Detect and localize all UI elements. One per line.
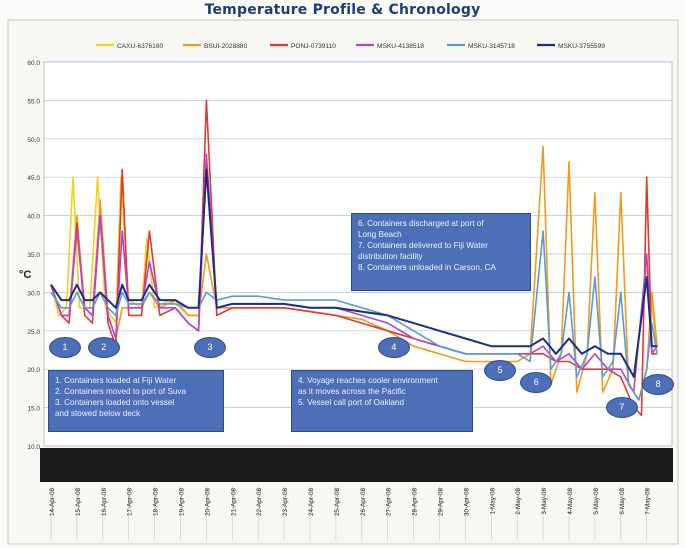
y-tick-label: 35.0 (27, 252, 40, 259)
x-tick-label: 2-May-08 (515, 488, 522, 515)
annotation-box-4-5: 4. Voyage reaches cooler environment as … (291, 370, 473, 432)
x-tick-labels: 14-Apr-08 15-Apr-08 16-Apr-08 17-Apr-08 18-A… (49, 486, 652, 541)
series-line-PONJ-0739110 (50, 99, 658, 417)
x-tick-label: 23-Apr-08 (282, 488, 289, 516)
y-axis-label: °C (19, 269, 31, 281)
event-marker-2: 2 (87, 336, 120, 358)
x-tick-label: 14-Apr-08 (49, 488, 56, 516)
event-marker-4: 4 (377, 336, 410, 358)
y-tick-label: 40.0 (27, 214, 40, 221)
series-line-MSKU-3145718 (50, 230, 658, 401)
x-tick-label: 30-Apr-08 (463, 488, 470, 516)
annotation-line: distribution facility (358, 252, 423, 261)
x-tick-label: 1-May-08 (489, 488, 496, 515)
dark-band (40, 448, 673, 482)
y-tick-label: 25.0 (27, 329, 40, 336)
event-marker-6: 6 (520, 372, 553, 393)
legend-label: BSUI-2028880 (204, 43, 248, 50)
x-tick-label: 19-Apr-08 (179, 488, 186, 516)
annotation-line: 6. Containers discharged at port of (358, 219, 484, 228)
x-tick-label: 4-May-08 (567, 488, 574, 515)
x-tick-label: 27-Apr-08 (386, 488, 393, 516)
annotation-line: 3. Containers loaded onto vessel (55, 398, 175, 407)
y-tick-label: 45.0 (27, 175, 40, 182)
annotation-box-1-3: 1. Containers loaded at Fiji Water 2. Con… (48, 370, 224, 432)
event-marker-3: 3 (194, 336, 226, 358)
x-tick-label: 5-May-08 (593, 488, 600, 515)
x-tick-label: 18-Apr-08 (153, 488, 160, 516)
legend-label: CAXU-6376160 (117, 43, 164, 50)
annotation-line: 8. Containers unloaded in Carson, CA (358, 263, 496, 272)
y-tick-label: 50.0 (27, 137, 40, 144)
x-tick-label: 6-May-08 (619, 488, 626, 515)
y-tick-labels: 10.0 15.0 20.0 25.0 30.0 35.0 40.0 45.0 50.0 55.0… (27, 60, 40, 451)
x-tick-label: 16-Apr-08 (101, 488, 108, 516)
x-tick-label: 25-Apr-08 (334, 488, 341, 516)
y-tick-label: 30.0 (27, 290, 40, 297)
y-tick-label: 15.0 (27, 406, 40, 413)
series-lines (50, 99, 658, 417)
legend-label: PONJ-0739110 (291, 43, 336, 50)
x-tick-label: 15-Apr-08 (75, 488, 82, 516)
legend-label: MSKU-3145718 (468, 43, 515, 50)
event-marker-7: 7 (605, 396, 638, 418)
x-tick-label: 17-Apr-08 (127, 488, 134, 516)
annotation-line: 4. Voyage reaches cooler environment (298, 376, 438, 385)
annotation-line: 5. Vessel call port of Oakland (298, 398, 405, 407)
x-tick-label: 21-Apr-08 (230, 488, 237, 516)
grid-lines (44, 61, 672, 447)
series-line-MSKU-3755599 (50, 168, 658, 378)
y-tick-label: 10.0 (27, 444, 40, 451)
annotation-line: and stowed below deck (55, 409, 141, 418)
x-tick-label: 29-Apr-08 (438, 488, 445, 516)
x-tick-label: 28-Apr-08 (412, 488, 419, 516)
event-marker-8: 8 (642, 373, 675, 395)
annotation-line: as it moves across the Pacific (298, 387, 406, 396)
x-tick-label: 24-Apr-08 (308, 488, 315, 516)
x-tick-label: 7-May-08 (645, 488, 652, 515)
annotation-line: 2. Containers moved to port of Suva (55, 387, 187, 396)
y-tick-label: 55.0 (27, 98, 40, 105)
annotation-line: 7. Containers delivered to Fiji Water (358, 241, 488, 250)
legend-label: MSKU-3755599 (558, 43, 605, 50)
chart-title: Temperature Profile & Chronology (204, 2, 481, 18)
x-tick-label: 22-Apr-08 (256, 488, 263, 516)
x-tick-label: 26-Apr-08 (360, 488, 367, 516)
legend-label: MSKU-4138518 (377, 43, 424, 50)
x-tick-label: 3-May-08 (541, 488, 548, 515)
y-tick-label: 60.0 (27, 60, 40, 67)
event-marker-5: 5 (484, 359, 517, 381)
annotation-line: Long Beach (358, 230, 402, 239)
legend: CAXU-6376160 BSUI-2028880 PONJ-0739110 MSKU… (96, 43, 605, 50)
annotation-box-6-8: 6. Containers discharged at port of Long… (351, 213, 531, 291)
y-tick-label: 20.0 (27, 367, 40, 374)
x-tick-label: 20-Apr-08 (204, 488, 211, 516)
annotation-line: 1. Containers loaded at Fiji Water (55, 376, 177, 385)
event-marker-1: 1 (49, 336, 81, 358)
